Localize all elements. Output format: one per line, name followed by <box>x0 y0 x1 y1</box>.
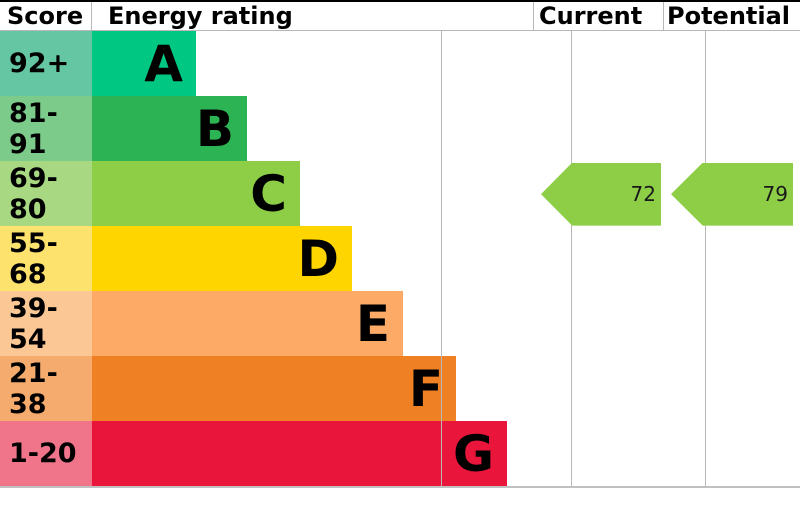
potential-rating-value: 79 <box>762 182 788 207</box>
score-range-label: 81-91 <box>9 97 58 160</box>
rating-bar: B <box>92 96 247 161</box>
current-rating-value: 72 <box>630 182 656 207</box>
score-range-label: 92+ <box>9 48 70 79</box>
band-row-a: 92+ A <box>0 31 800 96</box>
score-range-label: 21-38 <box>9 357 58 420</box>
rating-letter: F <box>408 359 443 418</box>
rating-bar: F <box>92 356 456 421</box>
score-column-header: Score <box>0 2 92 30</box>
score-cell: 55-68 <box>0 226 92 291</box>
score-range-label: 39-54 <box>9 292 58 355</box>
band-row-b: 81-91 B <box>0 96 800 161</box>
score-cell: 81-91 <box>0 96 92 161</box>
rating-letter: C <box>250 164 287 223</box>
rating-letter: E <box>355 294 390 353</box>
chart-body: 92+ A 81-91 B 69-80 C 55-68 D 39-54 E 21… <box>0 31 800 488</box>
band-row-f: 21-38 F <box>0 356 800 421</box>
rating-letter: B <box>195 99 234 158</box>
rating-letter: A <box>144 34 183 93</box>
band-row-c: 69-80 C <box>0 161 800 226</box>
band-row-e: 39-54 E <box>0 291 800 356</box>
score-range-label: 1-20 <box>9 438 77 469</box>
score-cell: 69-80 <box>0 161 92 226</box>
rating-bar: A <box>92 31 196 96</box>
energy-rating-column-header: Energy rating <box>108 2 293 30</box>
score-cell: 39-54 <box>0 291 92 356</box>
chart-header-row: Score Energy rating Current Potential <box>0 0 800 31</box>
current-column-header: Current <box>533 2 663 30</box>
current-column-divider <box>441 31 442 486</box>
score-cell: 92+ <box>0 31 92 96</box>
rating-letter: G <box>452 424 494 483</box>
table-right-border <box>705 31 706 486</box>
band-row-d: 55-68 D <box>0 226 800 291</box>
rating-bar: G <box>92 421 507 486</box>
score-range-label: 55-68 <box>9 227 58 290</box>
potential-column-divider <box>571 31 572 486</box>
rating-bar: C <box>92 161 300 226</box>
score-range-label: 69-80 <box>9 162 58 225</box>
score-cell: 1-20 <box>0 421 92 486</box>
band-row-g: 1-20 G <box>0 421 800 486</box>
potential-column-header: Potential <box>663 2 800 30</box>
rating-bar: D <box>92 226 352 291</box>
score-cell: 21-38 <box>0 356 92 421</box>
rating-bar: E <box>92 291 403 356</box>
rating-letter: D <box>297 229 339 288</box>
epc-energy-rating-chart: Score Energy rating Current Potential 92… <box>0 0 800 490</box>
